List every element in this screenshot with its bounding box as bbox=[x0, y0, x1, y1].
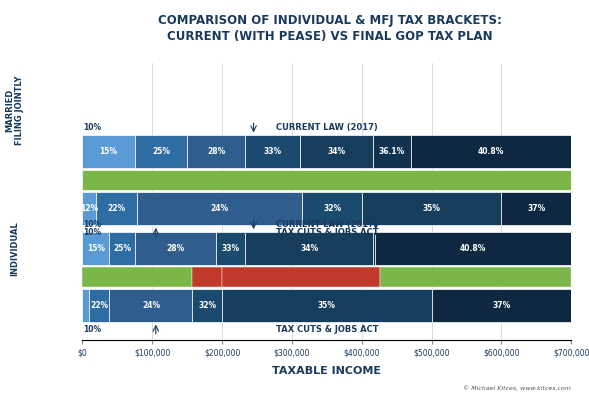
Text: CURRENT LAW (2017): CURRENT LAW (2017) bbox=[276, 220, 378, 229]
Bar bbox=[432, 289, 571, 322]
Bar bbox=[222, 267, 380, 287]
Text: 37%: 37% bbox=[492, 301, 511, 310]
Bar bbox=[135, 135, 187, 168]
Bar bbox=[82, 232, 109, 265]
Bar bbox=[96, 192, 137, 225]
Bar bbox=[82, 170, 571, 190]
Bar bbox=[373, 232, 375, 265]
Bar bbox=[411, 135, 571, 168]
Text: 10%: 10% bbox=[84, 220, 101, 229]
Text: 32%: 32% bbox=[198, 301, 216, 310]
Bar bbox=[373, 135, 411, 168]
Text: 34%: 34% bbox=[327, 147, 346, 156]
Bar bbox=[82, 135, 135, 168]
Bar bbox=[303, 192, 362, 225]
Text: 36.1%: 36.1% bbox=[379, 147, 405, 156]
Bar bbox=[216, 232, 245, 265]
Text: © Michael Kitces, www.kitces.com: © Michael Kitces, www.kitces.com bbox=[464, 386, 571, 391]
Text: 10%: 10% bbox=[84, 228, 101, 237]
Bar bbox=[135, 232, 216, 265]
Text: CURRENT LAW (2017): CURRENT LAW (2017) bbox=[276, 123, 378, 132]
Bar bbox=[109, 232, 135, 265]
Text: 24%: 24% bbox=[142, 301, 160, 310]
Text: 22%: 22% bbox=[90, 301, 108, 310]
Bar bbox=[245, 135, 300, 168]
Text: 24%: 24% bbox=[210, 204, 229, 213]
Bar bbox=[222, 289, 432, 322]
Bar bbox=[89, 289, 110, 322]
Text: 12%: 12% bbox=[80, 204, 98, 213]
Text: MARRIED
FILING JOINTLY: MARRIED FILING JOINTLY bbox=[5, 76, 24, 145]
Text: 25%: 25% bbox=[152, 147, 170, 156]
Text: 10%: 10% bbox=[84, 123, 101, 132]
Text: 34%: 34% bbox=[300, 244, 319, 253]
Text: 40.8%: 40.8% bbox=[460, 244, 486, 253]
Bar bbox=[82, 289, 89, 322]
Bar bbox=[82, 192, 96, 225]
Text: 28%: 28% bbox=[167, 244, 185, 253]
Bar bbox=[245, 232, 373, 265]
Bar bbox=[375, 232, 571, 265]
Bar bbox=[82, 267, 193, 287]
Bar bbox=[300, 135, 373, 168]
Bar bbox=[501, 192, 571, 225]
Bar bbox=[110, 289, 193, 322]
Bar bbox=[187, 135, 245, 168]
Text: 28%: 28% bbox=[207, 147, 226, 156]
Text: 15%: 15% bbox=[87, 244, 105, 253]
X-axis label: TAXABLE INCOME: TAXABLE INCOME bbox=[272, 366, 382, 376]
Text: TAX CUTS & JOBS ACT: TAX CUTS & JOBS ACT bbox=[276, 325, 378, 334]
Text: 15%: 15% bbox=[100, 147, 118, 156]
Bar bbox=[193, 289, 222, 322]
Text: 10%: 10% bbox=[84, 325, 101, 334]
Text: 22%: 22% bbox=[107, 204, 125, 213]
Text: 35%: 35% bbox=[423, 204, 441, 213]
Text: 37%: 37% bbox=[527, 204, 545, 213]
Bar bbox=[362, 192, 501, 225]
Text: 25%: 25% bbox=[113, 244, 131, 253]
Text: 32%: 32% bbox=[323, 204, 341, 213]
Text: INDIVIDUAL: INDIVIDUAL bbox=[10, 222, 19, 276]
Text: 33%: 33% bbox=[264, 147, 282, 156]
Bar bbox=[380, 267, 571, 287]
Bar bbox=[137, 192, 303, 225]
Text: COMPARISON OF INDIVIDUAL & MFJ TAX BRACKETS:
CURRENT (WITH PEASE) VS FINAL GOP T: COMPARISON OF INDIVIDUAL & MFJ TAX BRACK… bbox=[158, 14, 502, 43]
Text: 33%: 33% bbox=[221, 244, 240, 253]
Text: 35%: 35% bbox=[318, 301, 336, 310]
Text: TAX CUTS & JOBS ACT: TAX CUTS & JOBS ACT bbox=[276, 228, 378, 237]
Text: 40.8%: 40.8% bbox=[478, 147, 504, 156]
Bar bbox=[193, 267, 222, 287]
